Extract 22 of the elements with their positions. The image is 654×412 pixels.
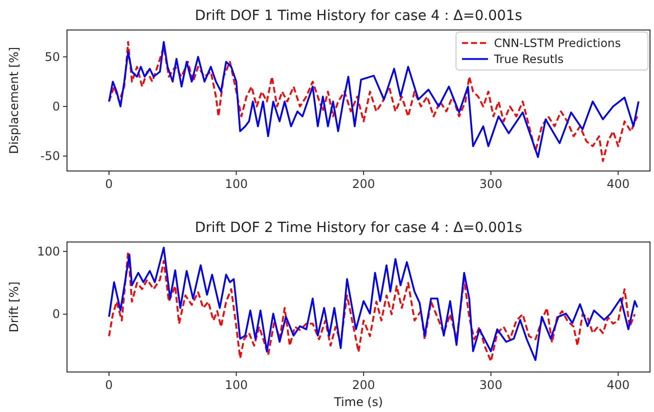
x-tick-label: 300 — [479, 378, 502, 392]
chart-title: Drift DOF 2 Time History for case 4 : Δ=0.001s — [194, 220, 522, 236]
y-tick-label: 50 — [44, 50, 60, 64]
y-tick-label: 0 — [52, 307, 60, 322]
x-tick-label: 0 — [105, 177, 113, 191]
chart-title: Drift DOF 1 Time History for case 4 : Δ=0.001s — [194, 8, 522, 24]
x-axis-title: Time (s) — [333, 395, 383, 409]
y-tick-label: 0 — [52, 99, 60, 114]
y-axis-title: Drift [%] — [7, 282, 21, 332]
legend-label: True Resutls — [493, 52, 564, 66]
x-tick-label: 100 — [224, 177, 248, 191]
legend-label: CNN-LSTM Predictions — [494, 36, 621, 50]
x-tick-label: 400 — [606, 177, 630, 191]
x-tick-label: 200 — [352, 177, 376, 191]
x-tick-label: 300 — [479, 177, 502, 191]
x-tick-label: 400 — [606, 378, 630, 392]
x-tick-label: 200 — [352, 378, 376, 392]
x-tick-label: 100 — [224, 378, 248, 392]
y-axis-title: Displacement [%] — [7, 46, 21, 154]
x-tick-label: 0 — [105, 378, 113, 392]
y-tick-label: 100 — [37, 244, 60, 258]
y-tick-label: -50 — [40, 149, 60, 164]
